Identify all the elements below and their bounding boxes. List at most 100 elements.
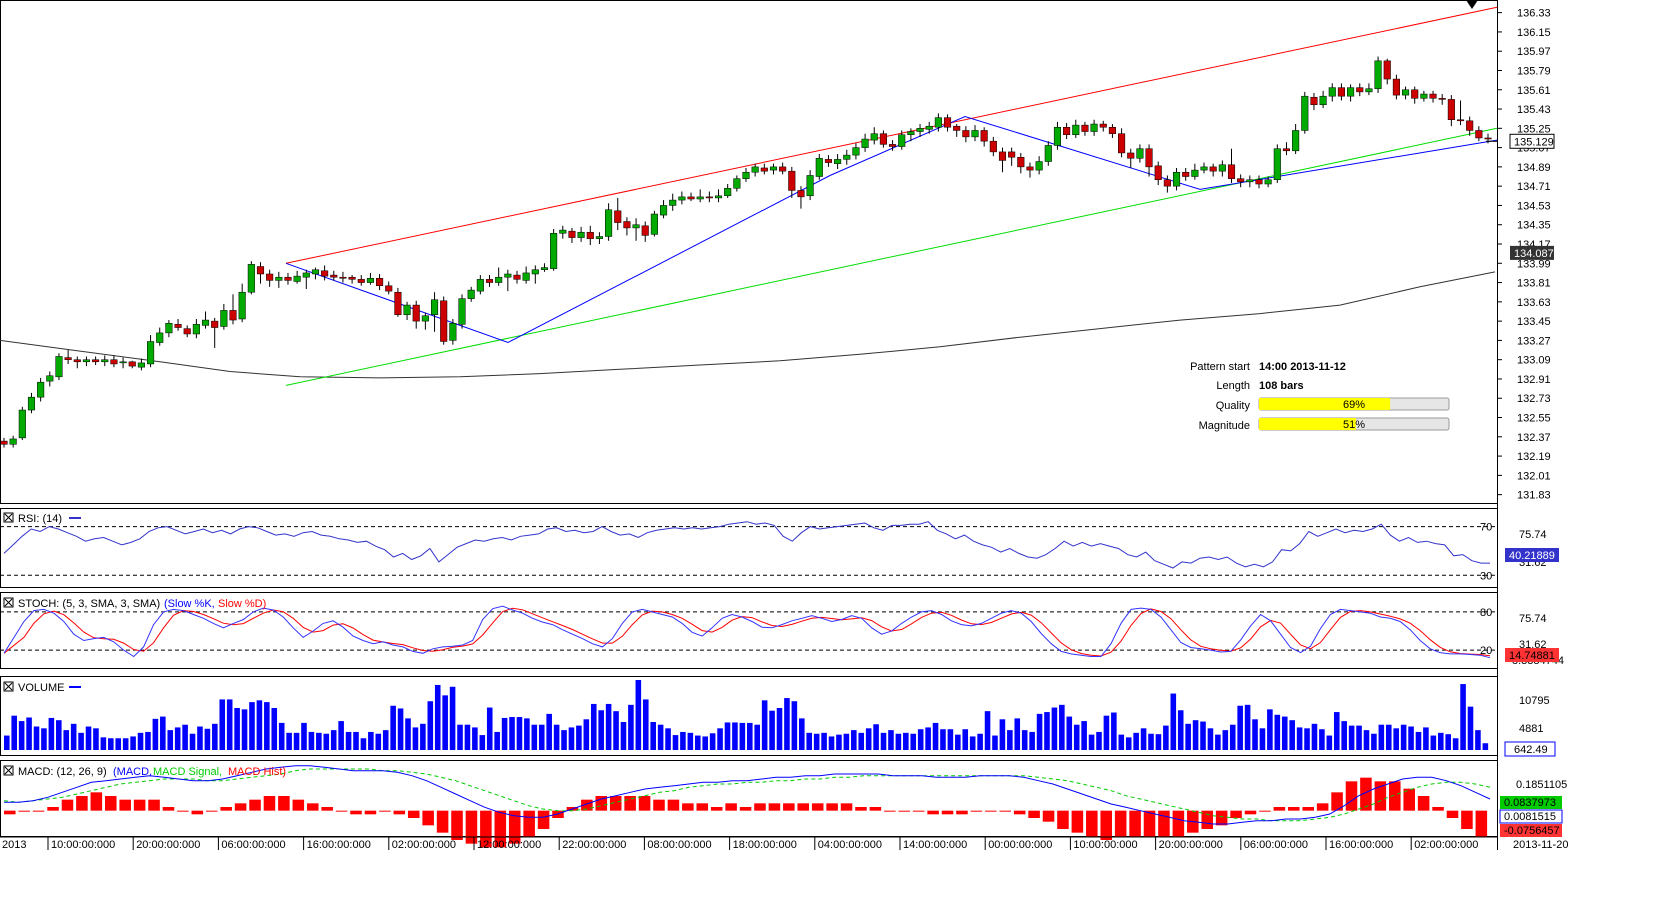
macd-hist-bar — [912, 810, 925, 812]
volume-bar — [940, 729, 946, 750]
macd-hist-bar — [407, 810, 420, 818]
volume-bar — [189, 733, 196, 750]
macd-hist-bar — [1461, 810, 1473, 829]
macd-hist-bar — [725, 803, 737, 811]
macd-hist-bar — [162, 807, 175, 811]
volume-bar — [947, 729, 954, 750]
candle-up — [192, 324, 200, 335]
candle-up — [311, 269, 320, 275]
volume-bar — [806, 732, 813, 750]
candle-down — [824, 159, 832, 163]
volume-bar — [345, 731, 352, 750]
volume-bar — [360, 738, 367, 750]
candle-up — [119, 361, 127, 364]
time-tick-label: 2013-11-20 — [1513, 839, 1568, 851]
volume-bar — [605, 703, 612, 750]
volume-bar — [1081, 721, 1087, 750]
macd-hist-bar — [234, 803, 247, 811]
support-line — [285, 127, 1498, 386]
candle-up — [1319, 95, 1327, 106]
macd-hist-bar — [1259, 810, 1271, 812]
volume-bar — [108, 738, 114, 750]
macd-hist-bar — [321, 807, 333, 811]
volume-bar — [1133, 732, 1139, 750]
volume-bar — [338, 721, 344, 750]
volume-bar — [1371, 733, 1377, 750]
macd-hist-bar — [1114, 810, 1127, 837]
rsi-level-label: 70 — [1480, 522, 1492, 534]
macd-hist-bar — [1013, 810, 1026, 815]
time-tick-label: 10:00:00:000 — [1073, 839, 1137, 851]
volume-bar — [308, 731, 315, 750]
volume-bar — [1229, 724, 1236, 750]
price-tick-label: 134.89 — [1517, 162, 1551, 174]
time-tick-label: 20:00:00:000 — [136, 839, 200, 851]
volume-bar — [1036, 713, 1043, 750]
volume-bar — [1415, 731, 1422, 750]
volume-bar — [182, 724, 188, 750]
volume-bar — [420, 723, 426, 750]
candle-up — [925, 125, 933, 130]
candle-down — [687, 196, 695, 200]
volume-bar — [1430, 735, 1437, 750]
volume-bar — [1177, 710, 1184, 750]
volume-bar — [1170, 693, 1177, 750]
candle-down — [1154, 165, 1162, 180]
volume-bar — [635, 680, 642, 750]
macd-hist-bar — [1417, 796, 1430, 811]
macd-hist-bar — [278, 796, 290, 811]
candle-down — [1127, 152, 1135, 159]
macd-hist-bar — [1403, 788, 1415, 811]
macd-hist-bar — [18, 810, 30, 812]
macd-hist-bar — [4, 810, 16, 815]
macd-title: MACD: (12, 26, 9) — [18, 766, 107, 778]
quality-label: Quality — [1216, 400, 1251, 412]
macd-hist-bar — [480, 810, 492, 848]
volume-bar — [851, 730, 857, 750]
price-tick-label: 135.97 — [1517, 46, 1551, 58]
macd-hist-bar — [1129, 810, 1141, 837]
candle-up — [1090, 123, 1098, 132]
quality-bar-fill — [1259, 398, 1391, 410]
candle-up — [1402, 89, 1410, 96]
volume-bar — [1051, 707, 1058, 750]
price-tick-label: 135.61 — [1517, 85, 1551, 97]
volume-bar — [1207, 728, 1214, 750]
volume-bar — [925, 727, 931, 750]
macd-hist-bar — [133, 799, 146, 811]
candle-down — [513, 274, 521, 280]
volume-bar — [642, 699, 649, 750]
volume-bar — [888, 730, 894, 750]
time-tick-label: 06:00:00:000 — [221, 839, 285, 851]
volume-bar — [70, 723, 77, 750]
volume-bar — [479, 735, 486, 750]
macd-hist-bar — [76, 796, 88, 811]
time-tick-label: 12:00:00:000 — [477, 839, 541, 851]
candle-up — [467, 289, 475, 299]
candle-up — [156, 332, 164, 343]
volume-bar — [1029, 731, 1035, 750]
macd-layer: 0.1851105 0.0837973 0.0081515 -0.0756457 — [3, 765, 1567, 848]
candle-up — [1200, 166, 1208, 171]
indicator-titles: RSI: (14) STOCH: (5, 3, SMA, 3, SMA) (Sl… — [3, 512, 286, 778]
candle-up — [540, 267, 549, 270]
volume-bar — [672, 735, 679, 750]
candle-down — [1411, 89, 1419, 99]
volume-bar — [464, 724, 471, 750]
time-tick-label: 02:00:00:000 — [1414, 839, 1478, 851]
scroll-marker-icon[interactable] — [1466, 0, 1478, 9]
ma-value-box — [1510, 245, 1554, 260]
volume-bar — [427, 701, 434, 750]
candle-up — [843, 154, 851, 160]
candle-up — [733, 178, 741, 189]
candle-up — [476, 279, 484, 292]
volume-bar — [1378, 724, 1385, 750]
macd-hist-bar — [494, 810, 507, 848]
candle-up — [1218, 164, 1226, 172]
ma-value-label: 134.087 — [1514, 248, 1554, 260]
candle-down — [256, 266, 265, 275]
volume-bar — [1452, 738, 1459, 750]
candle-up — [165, 323, 173, 334]
candle-down — [73, 359, 81, 363]
volume-bar — [486, 707, 493, 750]
